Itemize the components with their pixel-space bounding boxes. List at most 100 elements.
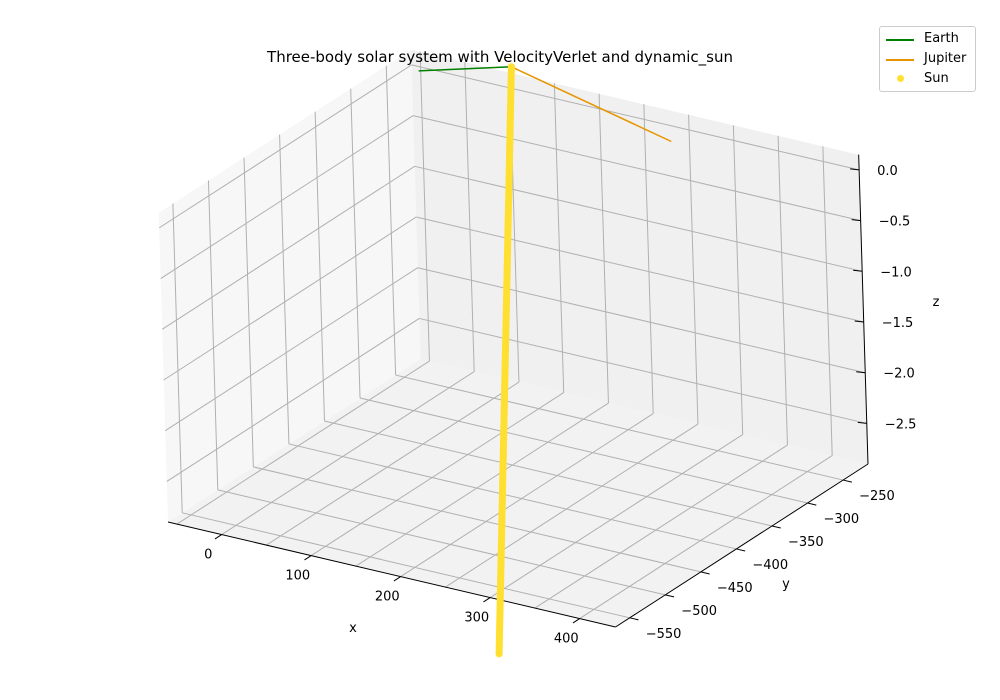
x-tick <box>572 618 580 624</box>
z-gridline-back <box>416 216 864 323</box>
x-gridline-back <box>598 93 609 404</box>
z-axis-label: z <box>933 295 940 310</box>
y-tick-label: −550 <box>646 627 682 642</box>
x-gridline-back <box>732 125 744 435</box>
z-tick <box>854 320 864 323</box>
y-gridline-bottom <box>359 397 808 504</box>
z-tick <box>857 421 867 424</box>
x-gridline-back <box>643 104 654 414</box>
axis-lines <box>167 154 869 628</box>
z-gridline-left <box>163 216 417 381</box>
z-tick-label: 0.0 <box>877 164 898 179</box>
z-tick <box>851 219 861 222</box>
x-gridline-bottom <box>534 444 788 609</box>
x-tick <box>214 534 222 540</box>
y-gridline-left <box>207 180 219 490</box>
x-tick-label: 300 <box>464 611 489 626</box>
legend: Earth Jupiter Sun <box>879 26 976 92</box>
z-gridline-back <box>413 115 861 222</box>
y-gridline-left <box>385 65 397 376</box>
jupiter-trajectory-line <box>511 66 672 143</box>
y-gridline-bottom <box>253 466 701 573</box>
z-tick-label: −2.0 <box>883 367 915 382</box>
z-tick <box>853 269 863 272</box>
x-tick-label: 100 <box>285 569 310 584</box>
x-gridline-bottom <box>579 455 833 620</box>
y-gridline-left <box>350 88 361 399</box>
y-gridline-bottom <box>182 512 630 619</box>
z-tick-label: −2.5 <box>885 417 917 432</box>
sun-trajectory-markers <box>495 63 515 658</box>
z-gridline-left <box>166 318 420 482</box>
y-tick-label: −450 <box>717 581 753 596</box>
x-gridline-bottom <box>176 360 430 525</box>
x-gridline-bottom <box>310 392 564 557</box>
x-gridline-bottom <box>445 423 699 588</box>
x-tick-label: 200 <box>375 590 400 605</box>
z-tick-label: −1.5 <box>882 316 914 331</box>
z-tick-label: −1.0 <box>880 265 912 280</box>
x-gridline-bottom <box>221 371 475 536</box>
x-gridline-back <box>822 146 833 456</box>
legend-jupiter-line-icon <box>886 59 914 61</box>
y-gridline-bottom <box>217 489 666 596</box>
z-gridline-left <box>164 267 419 432</box>
z-gridline-left <box>161 165 415 330</box>
z-gridline-left <box>160 115 414 280</box>
legend-earth-line-icon <box>886 39 914 41</box>
y-tick <box>771 525 781 529</box>
earth-trajectory-line <box>418 66 512 72</box>
z-axis-line <box>858 154 869 465</box>
axis-panes <box>158 49 868 627</box>
y-tick <box>807 502 817 506</box>
x-tick <box>304 555 312 561</box>
legend-label-jupiter: Jupiter <box>924 51 967 66</box>
y-axis-line <box>615 463 869 628</box>
y-gridline-left <box>172 203 183 513</box>
y-tick-label: −400 <box>752 558 788 573</box>
data-series <box>418 63 672 658</box>
y-tick-label: −250 <box>859 489 895 504</box>
y-tick <box>842 479 852 483</box>
x-tick <box>483 597 491 603</box>
y-gridline-left <box>314 111 325 422</box>
x-tick <box>393 576 401 582</box>
x-gridline-back <box>419 51 430 362</box>
legend-label-earth: Earth <box>924 31 959 46</box>
y-tick <box>700 571 710 575</box>
y-tick <box>665 594 675 598</box>
y-gridline-bottom <box>288 443 737 550</box>
legend-item-jupiter: Jupiter <box>880 49 975 69</box>
y-gridline-left <box>243 157 254 467</box>
x-axis-line <box>167 521 616 628</box>
y-gridline-left <box>279 134 290 444</box>
legend-item-sun: Sun <box>880 69 975 89</box>
sun-start-marker <box>507 63 515 71</box>
x-gridline-back <box>688 114 699 425</box>
x-gridline-back <box>777 135 788 446</box>
z-gridline-back <box>411 64 860 171</box>
z-tick-label: −0.5 <box>879 215 911 230</box>
x-axis-label: x <box>349 621 357 636</box>
y-tick-label: −500 <box>681 604 717 619</box>
y-axis-label: y <box>782 577 790 592</box>
y-tick-label: −350 <box>788 535 824 550</box>
x-tick-label: 400 <box>554 632 579 647</box>
x-gridline-back <box>464 62 475 372</box>
legend-sun-dot-icon <box>897 75 904 82</box>
chart-title: Three-body solar system with VelocityVer… <box>267 48 733 66</box>
x-gridline-bottom <box>355 402 609 567</box>
x-gridline-bottom <box>400 413 654 578</box>
left-pane <box>158 49 421 522</box>
y-tick <box>629 617 639 621</box>
z-tick <box>856 371 866 374</box>
z-tick <box>850 168 860 171</box>
y-gridline-bottom <box>395 374 844 481</box>
legend-item-earth: Earth <box>880 29 975 49</box>
x-gridline-back <box>553 83 565 393</box>
x-gridline-bottom <box>489 434 743 599</box>
z-gridline-back <box>417 267 866 374</box>
y-gridline-bottom <box>324 420 773 527</box>
x-gridline-bottom <box>266 381 520 546</box>
y-tick-label: −300 <box>824 512 860 527</box>
